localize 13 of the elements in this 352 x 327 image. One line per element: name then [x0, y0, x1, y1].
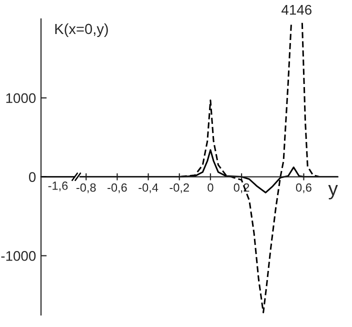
- x-tick-label: -0,4: [138, 183, 158, 194]
- x-tick-label: 0: [208, 183, 214, 192]
- annotation: K(x=0,y): [55, 23, 108, 37]
- x-tick-label: -0,8: [76, 183, 96, 194]
- x-tick-label: -0,6: [108, 183, 127, 194]
- x-tick-label: 0,6: [296, 183, 312, 194]
- y-tick-label: 1000: [6, 93, 36, 104]
- y-tick-label: 0: [28, 172, 36, 182]
- x-axis-title: y: [328, 185, 338, 200]
- x-tick-label: -0,2: [170, 183, 189, 194]
- text: 4146: [282, 4, 312, 15]
- y-tick-label: -1000: [1, 251, 36, 261]
- text: -1,6: [48, 182, 68, 192]
